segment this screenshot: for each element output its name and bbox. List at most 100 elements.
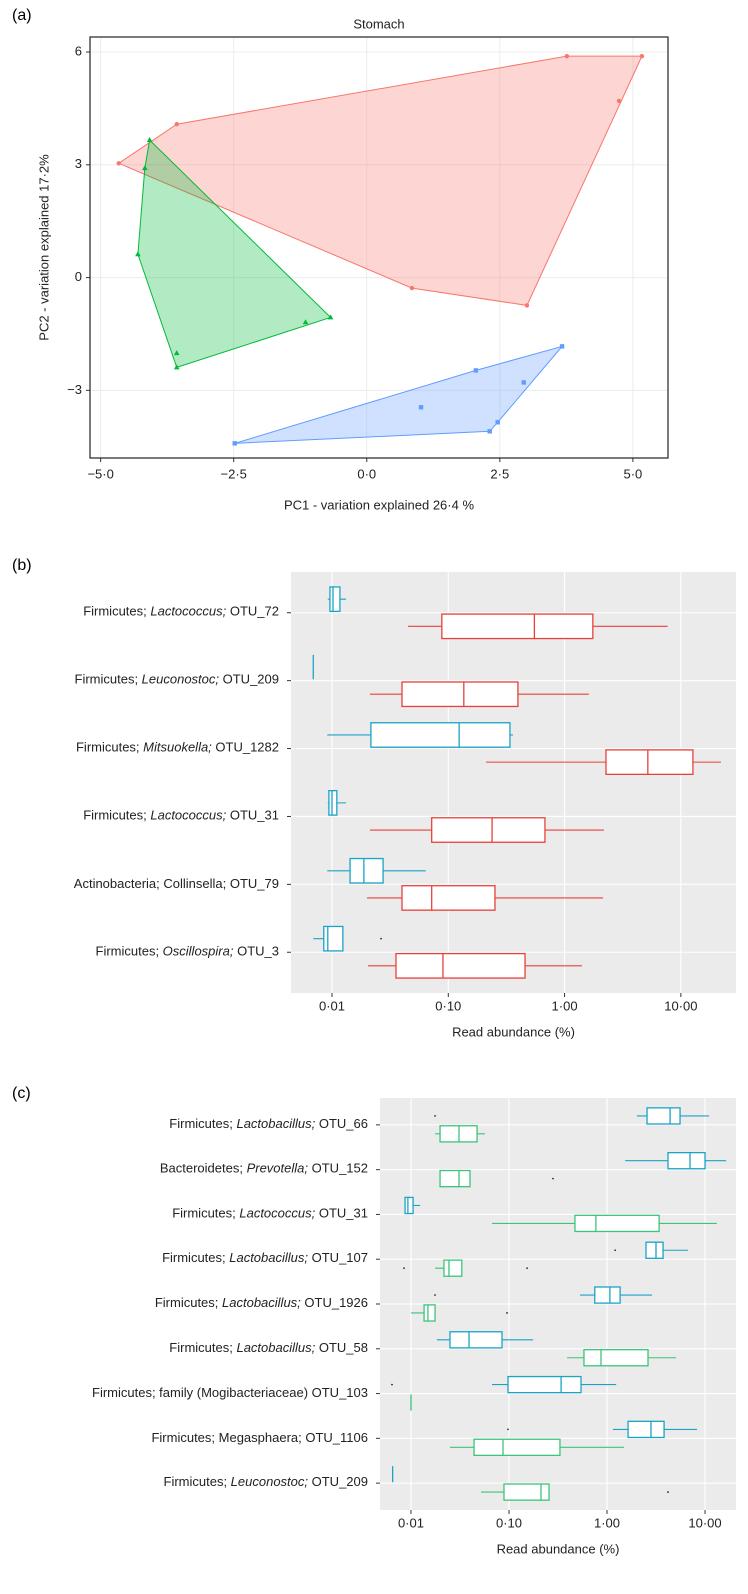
chart-title: Stomach [353, 16, 404, 31]
outlier [526, 1267, 528, 1270]
y-tick-label: Firmicutes; Leuconostoc; OTU_209 [75, 672, 280, 687]
plot-background [90, 37, 668, 458]
point [564, 53, 570, 59]
box [443, 1259, 463, 1277]
point [142, 165, 148, 171]
box [395, 952, 526, 979]
point [116, 161, 121, 166]
point [559, 344, 565, 349]
y-tick-label: Firmicutes; Leuconostoc; OTU_209 [164, 1475, 369, 1490]
box [449, 1331, 503, 1349]
point [495, 420, 500, 425]
point [409, 285, 415, 291]
outlier [403, 1267, 405, 1270]
outlier [506, 1312, 508, 1314]
y-tick-label: Firmicutes; Lactobacillus; OTU_66 [169, 1116, 368, 1131]
box [594, 1286, 621, 1304]
outlier [434, 1115, 436, 1117]
panel-label: (b) [12, 557, 32, 574]
x-tick-label: 0·10 [435, 998, 461, 1013]
y-tick-label: Actinobacteria; Collinsella; OTU_79 [74, 876, 279, 891]
point [302, 319, 309, 325]
x-tick-label: 0·01 [398, 1515, 424, 1530]
box [667, 1151, 706, 1170]
box [441, 613, 594, 640]
outlier [391, 1383, 393, 1386]
plot-background [291, 572, 736, 993]
hull [234, 345, 564, 444]
x-tick-label: 10·00 [688, 1515, 721, 1530]
y-axis-title: PC2 - variation explained 17·2% [36, 154, 51, 341]
x-tick-label: 1·00 [552, 998, 578, 1013]
point [232, 441, 237, 446]
x-tick-label: 5·0 [623, 466, 642, 481]
box [349, 857, 384, 884]
box [507, 1375, 582, 1394]
box [401, 885, 496, 911]
box [583, 1349, 649, 1367]
y-tick-label: Firmicutes; Lactobacillus; OTU_107 [162, 1251, 368, 1266]
point [173, 350, 180, 356]
y-tick-label: 0 [75, 269, 82, 284]
box [370, 722, 511, 748]
panel-label: (c) [12, 1085, 31, 1102]
hull [137, 138, 332, 369]
point [174, 122, 179, 127]
y-tick-label: Firmicutes; Lactobacillus; OTU_1926 [155, 1295, 368, 1310]
x-axis-title: Read abundance (%) [452, 1024, 575, 1039]
x-tick-label: 0·0 [357, 466, 376, 481]
box [503, 1483, 550, 1501]
point [616, 98, 622, 104]
point [521, 380, 526, 385]
y-tick-label: Firmicutes; Lactococcus; OTU_31 [83, 808, 279, 823]
outlier [667, 1491, 669, 1493]
y-tick-label: Bacteroidetes; Prevotella; OTU_152 [160, 1161, 368, 1176]
box [627, 1420, 665, 1439]
x-tick-label: 0·10 [496, 1515, 522, 1530]
outlier [552, 1177, 554, 1180]
point [639, 53, 645, 59]
box [404, 1196, 414, 1215]
y-tick-label: Firmicutes; Megasphaera; OTU_1106 [151, 1430, 368, 1445]
x-tick-label: −2·5 [221, 466, 247, 481]
x-tick-label: 1·00 [594, 1515, 620, 1530]
x-axis-title: Read abundance (%) [497, 1541, 620, 1556]
box [328, 789, 338, 816]
point [473, 368, 479, 373]
x-tick-label: 2·5 [490, 466, 509, 481]
point [487, 429, 492, 434]
y-tick-label: −3 [67, 382, 82, 397]
box [574, 1214, 660, 1233]
box [439, 1169, 471, 1188]
box [646, 1107, 681, 1125]
x-tick-label: −5·0 [87, 466, 113, 481]
y-tick-label: 6 [75, 43, 82, 58]
outlier [434, 1294, 436, 1296]
outlier [614, 1249, 617, 1252]
y-tick-label: Firmicutes; family (Mogibacteriaceae) OT… [92, 1385, 368, 1400]
y-tick-label: Firmicutes; Lactobacillus; OTU_58 [169, 1340, 368, 1355]
plot-border [89, 36, 669, 459]
x-tick-label: 10·00 [664, 998, 697, 1013]
box [423, 1304, 436, 1322]
y-tick-label: Firmicutes; Oscillospira; OTU_3 [96, 944, 280, 959]
box [473, 1438, 561, 1457]
x-axis-title: PC1 - variation explained 26·4 % [284, 497, 474, 512]
box [431, 817, 546, 843]
panel-label: (a) [12, 7, 32, 24]
y-tick-label: Firmicutes; Mitsuokella; OTU_1282 [76, 740, 279, 755]
x-tick-label: 0·01 [319, 998, 345, 1013]
y-tick-label: 3 [75, 156, 82, 171]
point [173, 364, 180, 370]
point [135, 251, 141, 257]
point [327, 314, 334, 320]
box [605, 749, 694, 776]
box [401, 681, 519, 708]
outlier [380, 937, 382, 940]
point [146, 136, 153, 142]
y-tick-label: Firmicutes; Lactococcus; OTU_31 [172, 1206, 368, 1221]
point [524, 303, 530, 308]
box [645, 1241, 664, 1259]
outlier [507, 1428, 509, 1431]
